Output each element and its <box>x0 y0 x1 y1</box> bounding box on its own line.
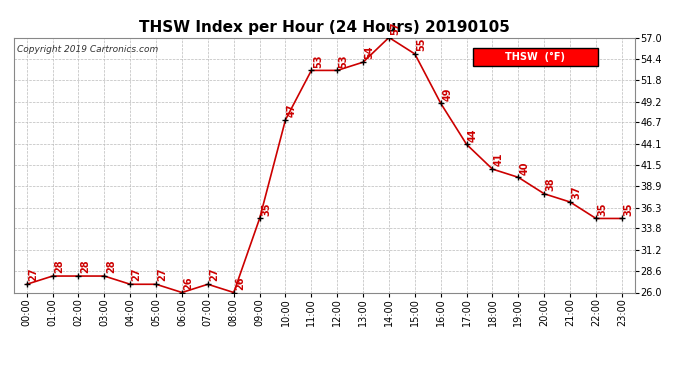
Text: Copyright 2019 Cartronics.com: Copyright 2019 Cartronics.com <box>17 45 158 54</box>
Text: 28: 28 <box>106 260 116 273</box>
Text: 55: 55 <box>416 38 426 51</box>
Text: 54: 54 <box>364 46 375 59</box>
Text: 27: 27 <box>132 268 141 282</box>
Text: 35: 35 <box>261 202 271 216</box>
Text: 40: 40 <box>520 161 530 174</box>
Text: 27: 27 <box>157 268 168 282</box>
Text: 28: 28 <box>54 260 64 273</box>
Text: 27: 27 <box>28 268 38 282</box>
Text: 47: 47 <box>287 104 297 117</box>
Text: 38: 38 <box>546 177 555 191</box>
Text: 35: 35 <box>623 202 633 216</box>
Text: 28: 28 <box>80 260 90 273</box>
Text: 41: 41 <box>494 153 504 166</box>
Text: 53: 53 <box>313 54 323 68</box>
Text: 26: 26 <box>235 276 245 290</box>
Text: 37: 37 <box>571 186 582 199</box>
Text: 44: 44 <box>468 128 478 142</box>
Text: 57: 57 <box>391 21 400 35</box>
Text: THSW  (°F): THSW (°F) <box>506 52 565 62</box>
Text: 49: 49 <box>442 87 452 100</box>
Text: 26: 26 <box>184 276 193 290</box>
Text: 27: 27 <box>209 268 219 282</box>
Title: THSW Index per Hour (24 Hours) 20190105: THSW Index per Hour (24 Hours) 20190105 <box>139 20 510 35</box>
Text: 53: 53 <box>339 54 348 68</box>
Text: 35: 35 <box>598 202 607 216</box>
FancyBboxPatch shape <box>473 48 598 66</box>
